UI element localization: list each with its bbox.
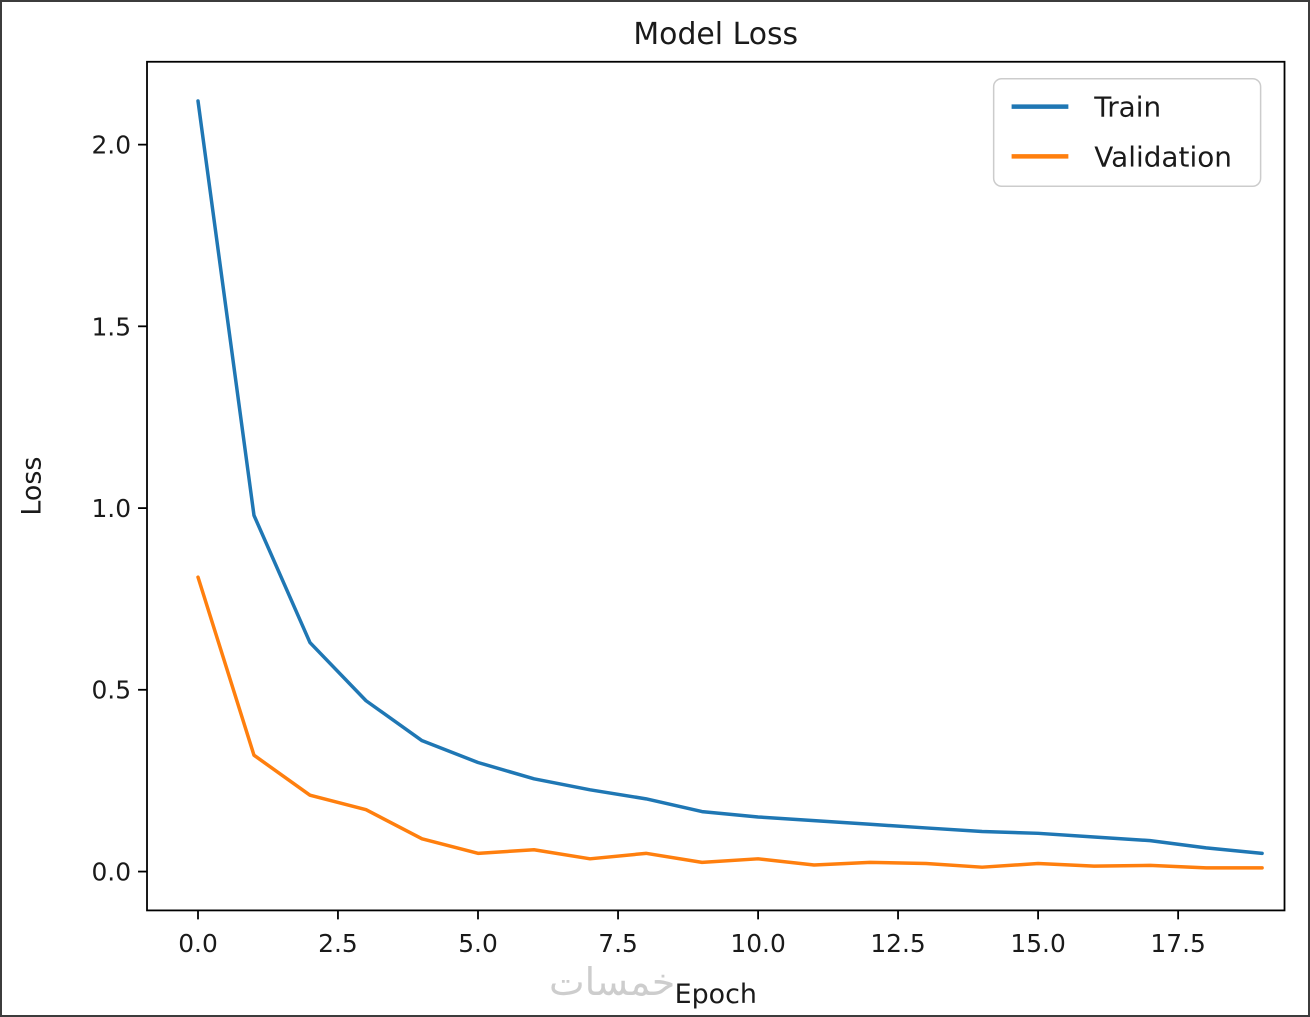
legend-train-label: Train [1093,91,1161,124]
x-tick-label: 10.0 [730,929,785,958]
watermark-text: خمسات [549,960,675,1004]
y-tick-label: 2.0 [91,131,131,160]
x-tick-label: 2.5 [318,929,358,958]
x-tick-label: 17.5 [1150,929,1205,958]
y-axis-label: Loss [16,457,47,516]
x-tick-label: 15.0 [1010,929,1065,958]
axis-ticks: 0.0 2.5 5.0 7.5 10.0 12.5 15.0 17.5 0.0 0.5 1.0 1.5… [91,131,1205,959]
legend-validation-label: Validation [1094,140,1232,173]
series-lines [196,99,1264,870]
y-tick-label: 0.5 [91,676,131,705]
y-tick-label: 1.5 [91,312,131,341]
validation-line [196,575,1264,870]
x-axis-label: Epoch [675,979,757,1010]
legend: Train Validation [992,77,1262,188]
x-tick-label: 5.0 [458,929,498,958]
x-tick-label: 12.5 [870,929,925,958]
train-line [196,99,1264,856]
x-tick-label: 7.5 [598,929,638,958]
chart-title: Model Loss [633,17,798,52]
x-tick-label: 0.0 [178,929,218,958]
plot-area [146,60,1286,912]
y-tick-label: 0.0 [91,858,131,887]
y-tick-label: 1.0 [91,494,131,523]
